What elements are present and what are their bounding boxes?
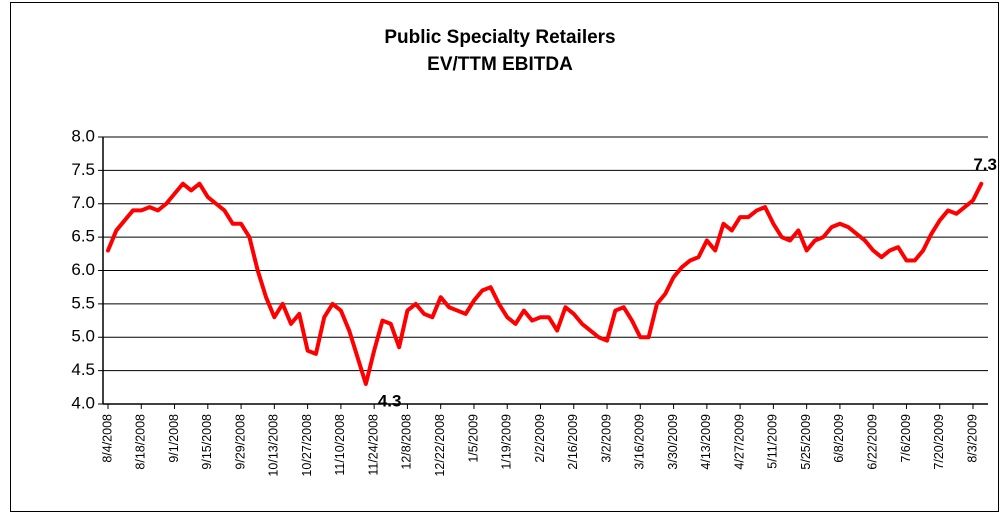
x-tick-label: 7/20/2009 [932, 414, 946, 470]
x-tick-label: 8/18/2008 [134, 414, 148, 470]
x-tick-label: 9/1/2008 [167, 414, 181, 463]
x-tick-label: 7/6/2009 [899, 414, 913, 463]
x-tick-label: 12/22/2008 [433, 414, 447, 477]
y-tick-label: 8.0 [71, 126, 95, 145]
x-tick-label: 10/13/2008 [267, 414, 281, 477]
x-tick-label: 3/30/2009 [666, 414, 680, 470]
x-tick-label: 10/27/2008 [300, 414, 314, 477]
y-tick-label: 7.5 [71, 160, 95, 179]
x-tick-label: 1/19/2009 [500, 414, 514, 470]
x-tick-label: 5/11/2009 [766, 414, 780, 469]
x-tick-label: 9/29/2008 [233, 414, 247, 470]
x-tick-label: 12/8/2008 [400, 414, 414, 470]
y-tick-label: 7.0 [71, 193, 95, 212]
y-tick-label: 5.0 [71, 327, 95, 346]
x-tick-label: 3/16/2009 [633, 414, 647, 470]
x-tick-label: 6/22/2009 [865, 414, 879, 470]
x-tick-label: 6/8/2009 [832, 414, 846, 463]
x-tick-label: 11/10/2008 [333, 414, 347, 476]
y-tick-label: 4.5 [71, 360, 95, 379]
x-tick-label: 11/24/2008 [366, 414, 380, 476]
data-label: 4.3 [378, 391, 402, 410]
y-tick-label: 4.0 [71, 393, 95, 412]
x-tick-label: 4/13/2009 [699, 414, 713, 470]
x-tick-label: 3/2/2009 [599, 414, 613, 463]
x-tick-label: 4/27/2009 [732, 414, 746, 470]
x-tick-label: 8/4/2008 [100, 414, 114, 463]
chart-frame [10, 2, 999, 512]
chart-subtitle: EV/TTM EBITDA [427, 54, 573, 75]
x-tick-label: 1/5/2009 [466, 414, 480, 463]
x-tick-label: 5/25/2009 [799, 414, 813, 470]
y-tick-label: 5.5 [71, 293, 95, 312]
y-tick-label: 6.0 [71, 260, 95, 279]
x-tick-label: 2/16/2009 [566, 414, 580, 470]
y-tick-label: 6.5 [71, 227, 95, 246]
x-tick-label: 8/3/2009 [965, 414, 979, 463]
chart-title: Public Specialty Retailers [384, 27, 615, 48]
x-tick-label: 9/15/2008 [200, 414, 214, 470]
x-tick-label: 2/2/2009 [533, 414, 547, 463]
data-label: 7.3 [973, 155, 997, 174]
data-line [106, 181, 984, 386]
